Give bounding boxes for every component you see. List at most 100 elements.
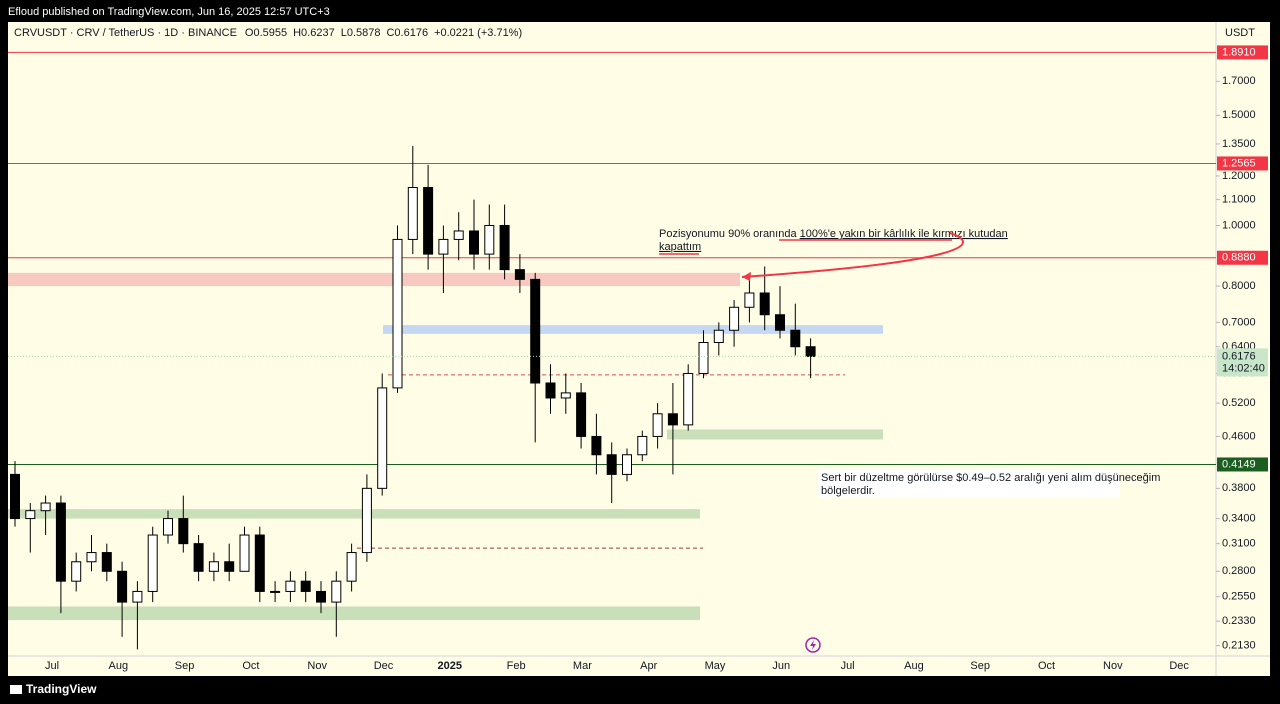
candle-body: [377, 387, 388, 489]
x-tick-label: 2025: [438, 660, 462, 672]
chart-layer: 1.7000 1.5000 1.3500 1.2000 1.1000 1.0000 0.80…: [8, 45, 1268, 672]
y-tick-label: 0.2330: [1222, 615, 1256, 627]
candle-body: [453, 230, 464, 240]
x-tick-label: Dec: [1169, 660, 1189, 672]
candle-body: [469, 230, 479, 255]
ohlc-value: O0.5955: [245, 27, 287, 39]
candle-body: [10, 473, 20, 520]
candle-body: [239, 534, 250, 572]
x-tick-label: Oct: [242, 660, 259, 672]
level-label: 0.4149: [1222, 458, 1256, 470]
candle-body: [331, 580, 342, 603]
candle-body: [713, 329, 724, 344]
candle-body: [117, 570, 128, 603]
candle-body: [407, 187, 418, 240]
candle-body: [193, 543, 204, 572]
event-icon-bolt: [810, 640, 816, 650]
candle-body: [591, 435, 602, 456]
x-tick-label: Jul: [841, 660, 855, 672]
currency: USDT: [1225, 27, 1255, 39]
level-label: 1.8910: [1222, 46, 1256, 58]
candle-body: [545, 382, 556, 399]
x-tick-label: Mar: [573, 660, 592, 672]
ohlc-value: H0.6237: [293, 27, 335, 39]
y-tick-label: 1.5000: [1222, 109, 1256, 121]
candle-body: [40, 502, 51, 512]
y-tick-label: 0.4600: [1222, 430, 1256, 442]
countdown: 14:02:40: [1222, 362, 1265, 374]
brand-logo: [10, 685, 22, 694]
candle-body: [499, 224, 510, 271]
candle-body: [637, 435, 648, 456]
y-tick-label: 1.0000: [1222, 219, 1256, 231]
candle-body: [744, 292, 755, 308]
level-label: 0.8880: [1222, 252, 1256, 264]
candle-body: [346, 552, 357, 582]
annotation-text: kapattım: [659, 241, 701, 253]
annotation-box: [818, 470, 1120, 498]
annotation-text: Sert bir düzeltme görülürse $0.49–0.52 a…: [821, 472, 1160, 484]
candle-body: [25, 510, 36, 520]
candle-body: [147, 534, 158, 592]
x-tick-label: Aug: [904, 660, 924, 672]
level-label: 1.2565: [1222, 157, 1256, 169]
candle-body: [316, 590, 326, 603]
candle-body: [790, 329, 801, 348]
candle-body: [530, 278, 541, 384]
candle-body: [576, 392, 587, 437]
x-tick-label: Aug: [109, 660, 129, 672]
candle-body: [667, 413, 678, 426]
zone: [8, 509, 700, 519]
zone: [383, 325, 883, 334]
candle-body: [805, 346, 816, 357]
candle-body: [224, 561, 235, 572]
event-icon: [805, 637, 821, 653]
annotation-part: 100%'e yakın bir kârlılık ile kırmızı ku…: [800, 228, 1008, 240]
y-tick-label: 0.3400: [1222, 512, 1256, 524]
annotation-part: Pozisyonumu 90% oranında: [659, 228, 800, 240]
candle-body: [71, 561, 82, 582]
last-price-badge: [1217, 348, 1268, 377]
level-badge: [1217, 250, 1268, 265]
x-tick-label: Sep: [970, 660, 990, 672]
symbol-legend: CRVUSDT · CRV / TetherUS · 1D · BINANCE: [14, 27, 237, 39]
candle-body: [55, 502, 66, 582]
annotation-text: bölgelerdir.: [821, 485, 875, 497]
candle-body: [132, 590, 143, 603]
brand: TradingView: [26, 682, 97, 696]
zone: [8, 606, 700, 621]
level-badge: [1217, 457, 1268, 472]
candle-body: [285, 580, 296, 592]
y-tick-label: 0.7000: [1222, 316, 1256, 328]
y-tick-label: 0.8000: [1222, 280, 1256, 292]
candle-body: [759, 292, 770, 316]
x-tick-label: Dec: [374, 660, 394, 672]
level-badge: [1217, 156, 1268, 171]
candle-body: [622, 454, 632, 475]
candle-body: [86, 552, 97, 563]
zone: [8, 272, 740, 287]
annotation-text: Pozisyonumu 90% oranında 100%'e yakın bi…: [659, 228, 1008, 240]
candle-body: [484, 224, 495, 255]
annotation-arrow: [741, 232, 965, 278]
y-tick-label: 1.7000: [1222, 75, 1256, 87]
candle-body: [392, 238, 403, 389]
y-tick-label: 1.2000: [1222, 170, 1256, 182]
candle-body: [423, 187, 434, 255]
x-tick-label: Nov: [1103, 660, 1123, 672]
published-note: Efloud published on TradingView.com, Jun…: [8, 6, 330, 18]
candle-body: [163, 518, 173, 536]
ohlc-value: +0.0221 (+3.71%): [434, 27, 522, 39]
y-tick-label: 1.1000: [1222, 194, 1256, 206]
y-tick-label: 0.2130: [1222, 640, 1256, 652]
ohlc-value: C0.6176: [386, 27, 428, 39]
y-tick-label: 0.2550: [1222, 591, 1256, 603]
level-badge: [1217, 45, 1268, 60]
y-tick-label: 0.3100: [1222, 538, 1256, 550]
candle-body: [606, 454, 617, 475]
candle-body: [178, 518, 189, 545]
x-tick-label: Oct: [1038, 660, 1055, 672]
candle-body: [254, 534, 265, 592]
